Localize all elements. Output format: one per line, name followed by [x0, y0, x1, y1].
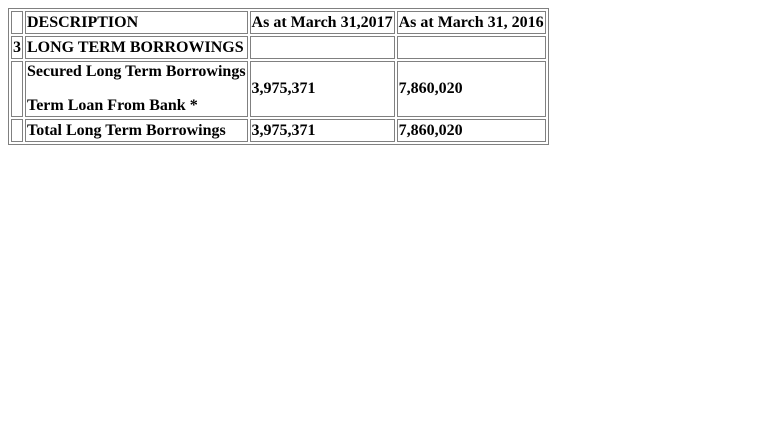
note-number-cell	[11, 61, 23, 117]
line-gap	[27, 81, 246, 97]
header-2017-cell: As at March 31,2017	[249, 11, 395, 34]
value-2016-cell	[396, 36, 546, 59]
table-row: 3 LONG TERM BORROWINGS	[11, 36, 546, 59]
header-number-cell	[11, 11, 23, 34]
note-number-cell: 3	[11, 36, 23, 59]
value-2016-cell: 7,860,020	[396, 119, 546, 142]
description-line-secured: Secured Long Term Borrowings	[27, 63, 246, 80]
table-total-row: Total Long Term Borrowings 3,975,371 7,8…	[11, 119, 546, 142]
description-cell: LONG TERM BORROWINGS	[25, 36, 248, 59]
value-2016-cell: 7,860,020	[396, 61, 546, 117]
value-2017-cell: 3,975,371	[249, 119, 395, 142]
header-2016-cell: As at March 31, 2016	[396, 11, 546, 34]
description-cell: Total Long Term Borrowings	[25, 119, 248, 142]
value-2017-cell	[249, 36, 395, 59]
description-line-term-loan: Term Loan From Bank *	[27, 97, 198, 114]
description-cell: Secured Long Term Borrowings Term Loan F…	[25, 61, 248, 117]
header-description-cell: DESCRIPTION	[25, 11, 248, 34]
value-2017-cell: 3,975,371	[249, 61, 395, 117]
note-number-cell	[11, 119, 23, 142]
table-row: Secured Long Term Borrowings Term Loan F…	[11, 61, 546, 117]
long-term-borrowings-table: DESCRIPTION As at March 31,2017 As at Ma…	[8, 8, 549, 145]
table-header-row: DESCRIPTION As at March 31,2017 As at Ma…	[11, 11, 546, 34]
